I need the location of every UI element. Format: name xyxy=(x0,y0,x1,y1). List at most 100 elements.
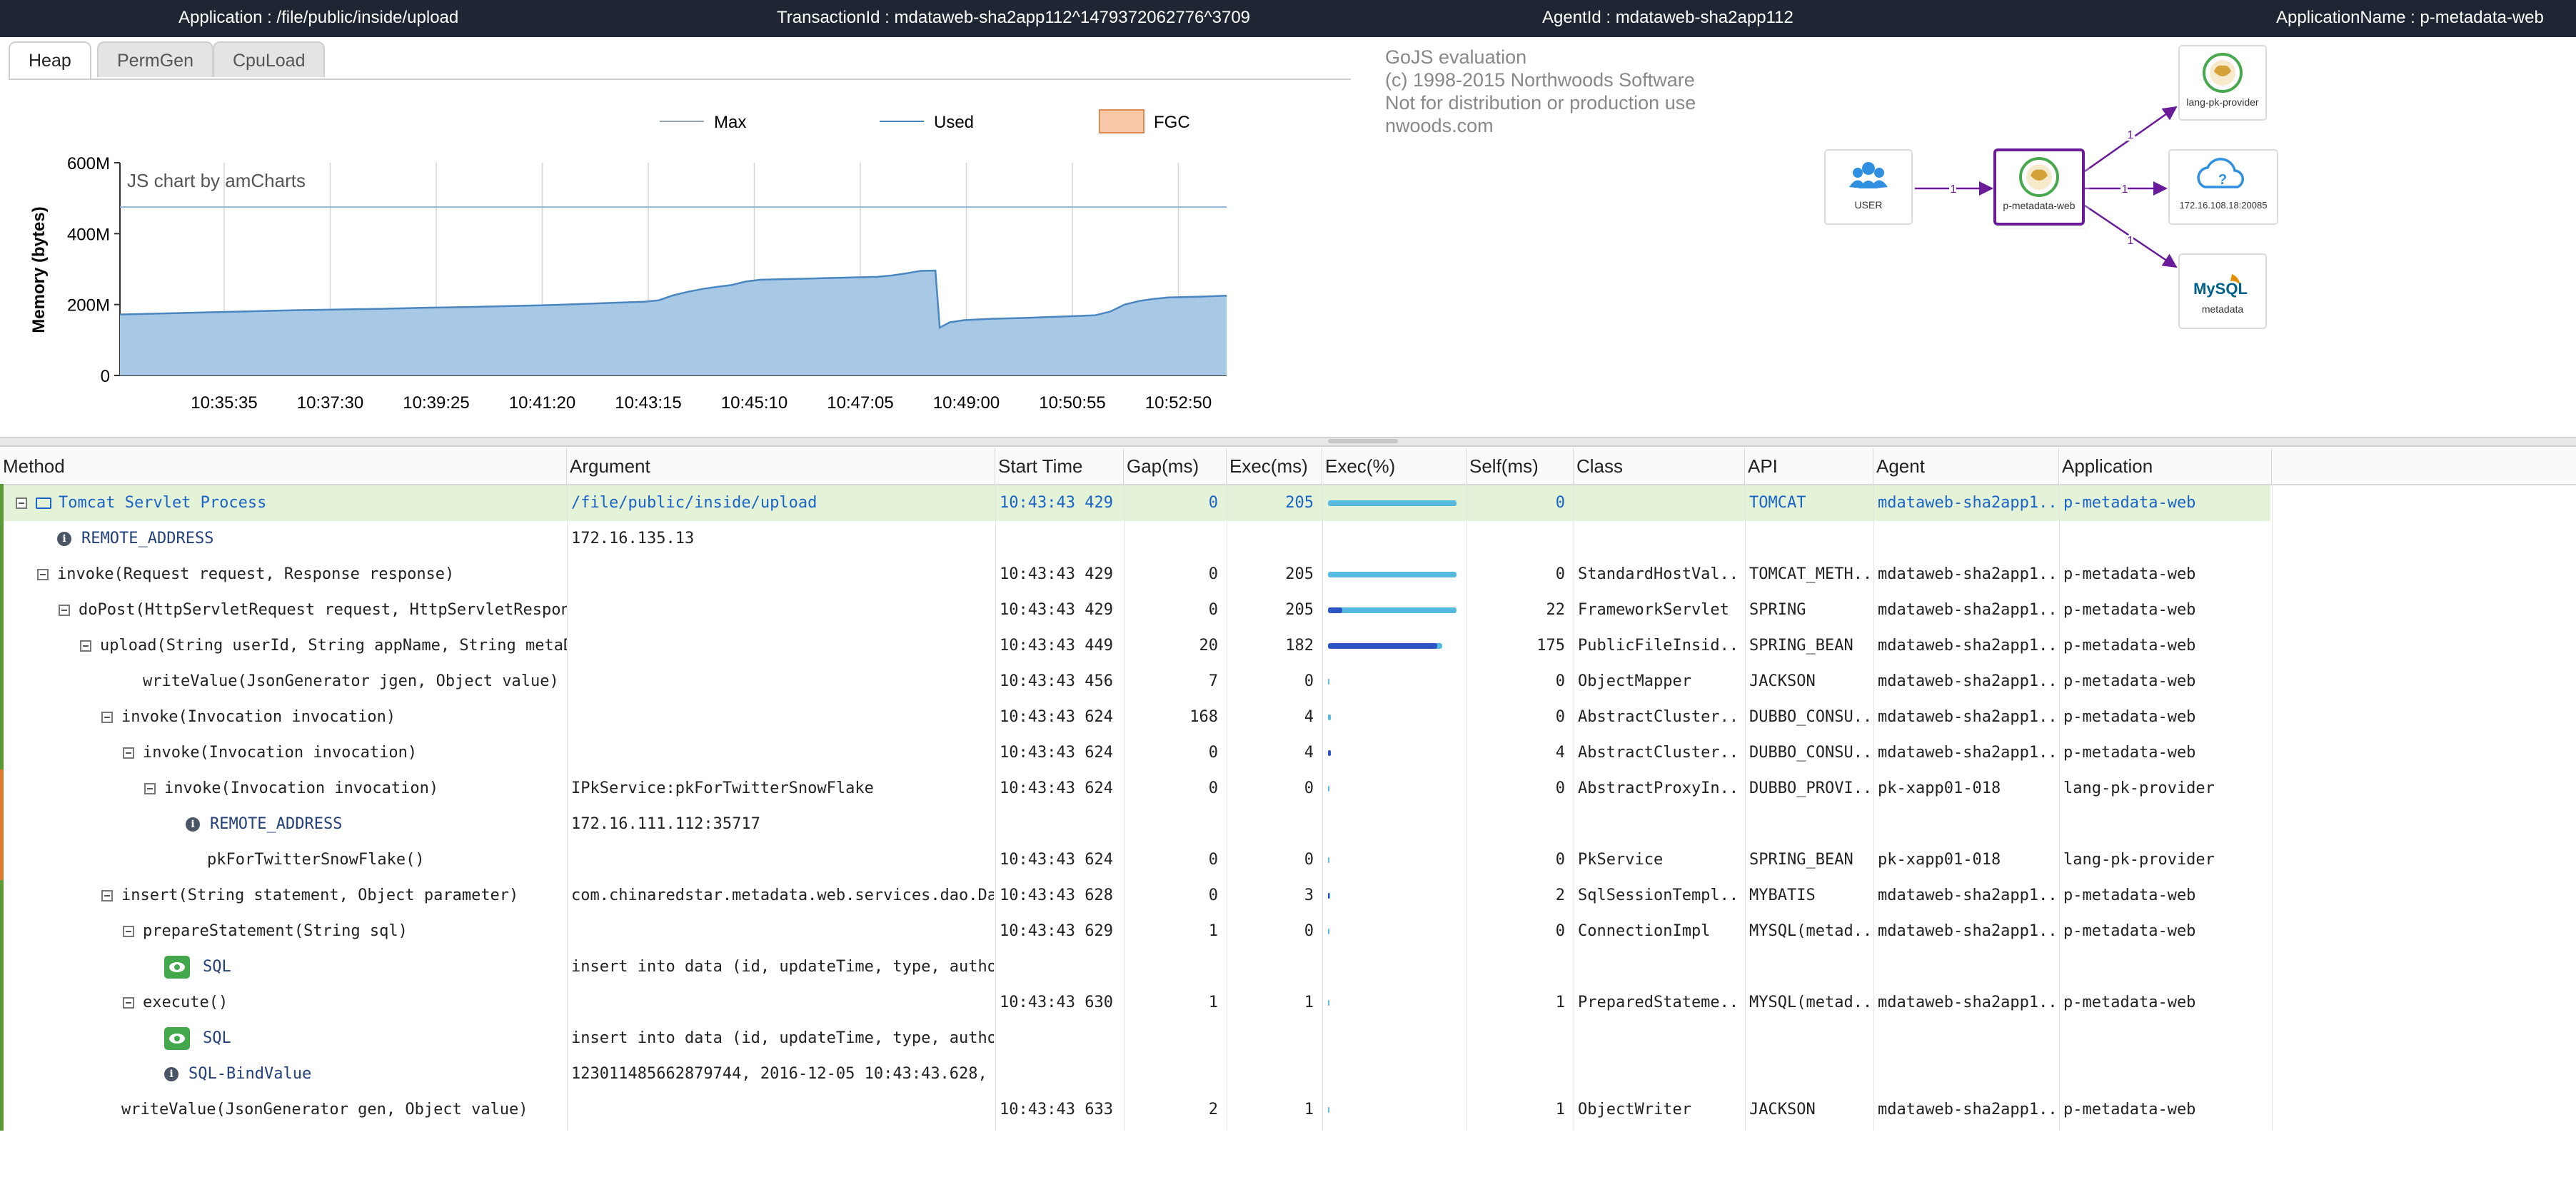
method-cell: pkForTwitterSnowFlake() xyxy=(187,842,567,878)
method-name: REMOTE_ADDRESS xyxy=(210,815,343,833)
legend-item-used[interactable]: Used xyxy=(880,113,974,132)
method-name: REMOTE_ADDRESS xyxy=(81,530,214,547)
table-row[interactable]: execute() 10:43:43 630 1 1 1 PreparedStateme.… xyxy=(0,985,2270,1021)
tab-permgen[interactable]: PermGen xyxy=(97,41,213,77)
exec-percent-bar xyxy=(1328,1107,1456,1113)
splitter-handle[interactable] xyxy=(1328,439,1398,443)
node-p-metadata-web[interactable]: p-metadata-web xyxy=(1993,148,2090,229)
method-name: SQL xyxy=(203,1029,231,1047)
collapse-toggle-icon[interactable] xyxy=(37,569,49,580)
diagram-edge[interactable]: 1 xyxy=(2084,204,2178,268)
legend-item-max[interactable]: Max xyxy=(660,113,746,132)
col-exec-pct-header[interactable]: Exec(%) xyxy=(1322,448,1466,484)
x-tick-label: 10:43:15 xyxy=(615,393,681,413)
application-name: ApplicationName : p-metadata-web xyxy=(2276,8,2544,27)
start-time-cell xyxy=(1000,521,1122,557)
application-cell xyxy=(2063,1056,2270,1092)
table-row[interactable]: pkForTwitterSnowFlake() 10:43:43 624 0 0 0 Pk… xyxy=(0,842,2270,878)
collapse-toggle-icon[interactable] xyxy=(123,747,134,759)
exec-percent-cell xyxy=(1325,735,1465,771)
collapse-toggle-icon[interactable] xyxy=(123,997,134,1009)
table-row[interactable]: doPost(HttpServletRequest request, HttpS… xyxy=(0,592,2270,628)
node-user[interactable]: USER xyxy=(1824,149,1913,225)
table-row[interactable]: writeValue(JsonGenerator jgen, Object va… xyxy=(0,664,2270,700)
table-row[interactable]: i SQL-BindValue 123011485662879744, 2016-1… xyxy=(0,1056,2270,1092)
collapse-toggle-icon[interactable] xyxy=(16,498,27,509)
col-exec-header[interactable]: Exec(ms) xyxy=(1227,448,1322,484)
start-time-cell: 10:43:43 429 xyxy=(1000,601,1113,619)
exec-cell: 182 xyxy=(1285,637,1314,655)
edge-count-label: 1 xyxy=(2128,129,2134,141)
amcharts-credit[interactable]: JS chart by amCharts xyxy=(127,170,306,191)
gap-cell: 1 xyxy=(1208,922,1218,940)
remote-call-marker xyxy=(0,769,4,880)
method-cell: invoke(Request request, Response respons… xyxy=(37,557,567,592)
table-row[interactable]: invoke(Invocation invocation) 10:43:43 62… xyxy=(0,700,2270,735)
x-tick-label: 10:37:30 xyxy=(297,393,363,413)
collapse-toggle-icon[interactable] xyxy=(144,783,156,794)
node-label: 172.16.108.18:20085 xyxy=(2180,200,2268,211)
view-sql-icon[interactable] xyxy=(164,1027,190,1050)
legend-item-fgc[interactable]: FGC xyxy=(1099,109,1190,133)
col-self-header[interactable]: Self(ms) xyxy=(1466,448,1574,484)
col-argument-header[interactable]: Argument xyxy=(567,448,995,484)
diagram-edge[interactable]: 1 xyxy=(2084,106,2178,173)
argument-cell xyxy=(571,700,994,735)
table-row[interactable]: prepareStatement(String sql) 10:43:43 629… xyxy=(0,914,2270,949)
table-row[interactable]: i REMOTE_ADDRESS 172.16.135.13 xyxy=(0,521,2270,557)
gojs-watermark: GoJS evaluation (c) 1998-2015 Northwoods… xyxy=(1385,46,1696,136)
api-cell xyxy=(1749,521,1872,557)
exec-cell: 205 xyxy=(1285,565,1314,583)
exec-bar-fill xyxy=(1328,1000,1329,1006)
table-row[interactable]: invoke(Invocation invocation) 10:43:43 62… xyxy=(0,735,2270,771)
tab-heap[interactable]: Heap xyxy=(9,41,91,80)
table-row[interactable]: Tomcat Servlet Process/file/public/insid… xyxy=(0,485,2270,521)
col-method-header[interactable]: Method xyxy=(0,448,567,484)
exec-percent-bar xyxy=(1328,893,1456,899)
self-cell: 0 xyxy=(1555,708,1565,726)
exec-percent-cell xyxy=(1325,1056,1465,1092)
collapse-toggle-icon[interactable] xyxy=(101,890,113,902)
col-class-header[interactable]: Class xyxy=(1574,448,1745,484)
table-row[interactable]: insert(String statement, Object paramete… xyxy=(0,878,2270,914)
collapse-toggle-icon[interactable] xyxy=(59,605,70,616)
collapse-toggle-icon[interactable] xyxy=(80,640,91,652)
start-time-cell xyxy=(1000,807,1122,842)
exec-bar-fill xyxy=(1328,607,1456,613)
api-cell: SPRING_BEAN xyxy=(1749,851,1853,869)
collapse-toggle-icon[interactable] xyxy=(123,926,134,937)
gap-cell: 0 xyxy=(1208,565,1218,583)
exec-percent-cell xyxy=(1325,914,1465,949)
view-sql-icon[interactable] xyxy=(164,956,190,979)
class-cell: ObjectWriter xyxy=(1578,1101,1691,1118)
node-remote-ip[interactable]: ? 172.16.108.18:20085 xyxy=(2168,149,2278,225)
diagram-edge[interactable]: 1 xyxy=(1915,181,1993,198)
col-api-header[interactable]: API xyxy=(1745,448,1873,484)
col-agent-header[interactable]: Agent xyxy=(1873,448,2059,484)
mysql-icon: MySQL xyxy=(2193,274,2248,298)
table-row[interactable]: upload(String userId, String appName, St… xyxy=(0,628,2270,664)
col-application-header[interactable]: Application xyxy=(2059,448,2272,484)
table-row[interactable]: SQL insert into data (id, updateTime, typ… xyxy=(0,949,2270,985)
col-start-time-header[interactable]: Start Time xyxy=(995,448,1124,484)
exec-cell: 205 xyxy=(1285,494,1314,512)
table-row[interactable]: i REMOTE_ADDRESS 172.16.111.112:35717 xyxy=(0,807,2270,842)
table-row[interactable]: invoke(Invocation invocation) IPkService:… xyxy=(0,771,2270,807)
x-tick-label: 10:45:10 xyxy=(721,393,788,413)
col-gap-header[interactable]: Gap(ms) xyxy=(1124,448,1227,484)
node-lang-pk-provider[interactable]: lang-pk-provider xyxy=(2178,45,2267,121)
gap-cell xyxy=(1128,949,1225,985)
collapse-toggle-icon[interactable] xyxy=(101,712,113,723)
diagram-edge[interactable]: 1 xyxy=(2085,181,2168,198)
self-cell: 2 xyxy=(1555,887,1565,904)
table-row[interactable]: invoke(Request request, Response respons… xyxy=(0,557,2270,592)
edge-count-label: 1 xyxy=(1951,183,1957,196)
tomcat-icon xyxy=(2019,157,2059,197)
table-row[interactable]: writeValue(JsonGenerator gen, Object val… xyxy=(0,1092,2270,1128)
gap-cell: 0 xyxy=(1208,779,1218,797)
panel-splitter[interactable] xyxy=(0,437,2576,447)
table-row[interactable]: SQL insert into data (id, updateTime, typ… xyxy=(0,1021,2270,1056)
node-mysql-metadata[interactable]: MySQL metadata xyxy=(2178,253,2267,329)
exec-cell xyxy=(1231,1056,1321,1092)
tab-cpuload[interactable]: CpuLoad xyxy=(213,41,326,77)
